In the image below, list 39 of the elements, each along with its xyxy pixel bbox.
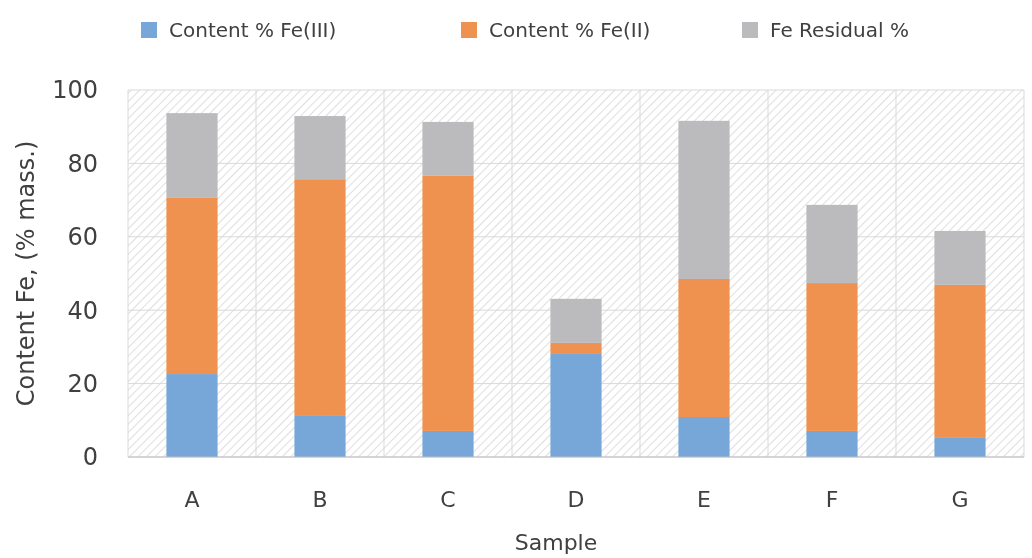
bar (678, 279, 730, 417)
legend-label: Content % Fe(III) (169, 18, 337, 42)
bar (678, 417, 730, 457)
bar (294, 415, 346, 457)
bar (294, 179, 346, 416)
bar (550, 342, 602, 354)
x-tick-label: C (440, 487, 456, 512)
x-tick-label: A (184, 487, 200, 512)
y-tick-label: 20 (67, 370, 98, 398)
bar (934, 284, 986, 438)
bar (166, 113, 218, 198)
legend-label: Content % Fe(II) (489, 18, 651, 42)
bar (550, 298, 602, 343)
legend-label: Fe Residual % (770, 18, 909, 42)
bar (166, 374, 218, 457)
bar (294, 116, 346, 180)
x-tick-label: E (697, 487, 711, 512)
y-tick-label: 100 (52, 76, 98, 105)
bar (806, 204, 858, 284)
bar (678, 120, 730, 280)
x-tick-label: B (312, 487, 328, 512)
x-tick-label: G (951, 487, 969, 512)
y-tick-label: 80 (67, 149, 98, 178)
bar (806, 283, 858, 431)
y-tick-label: 0 (82, 443, 98, 472)
bar (934, 437, 986, 457)
x-tick-label: F (825, 487, 839, 512)
bar (166, 197, 218, 375)
bar (934, 230, 986, 285)
y-tick-label: 60 (67, 223, 98, 252)
bar (806, 430, 858, 457)
y-tick-label: 40 (67, 296, 98, 325)
x-tick-label: D (567, 487, 585, 512)
x-axis-title: Sample (514, 530, 598, 555)
bar (550, 353, 602, 457)
bar (422, 430, 474, 457)
y-axis-title: Content Fe, (% mass.) (12, 140, 40, 407)
bar (422, 121, 474, 176)
bar (422, 175, 474, 431)
